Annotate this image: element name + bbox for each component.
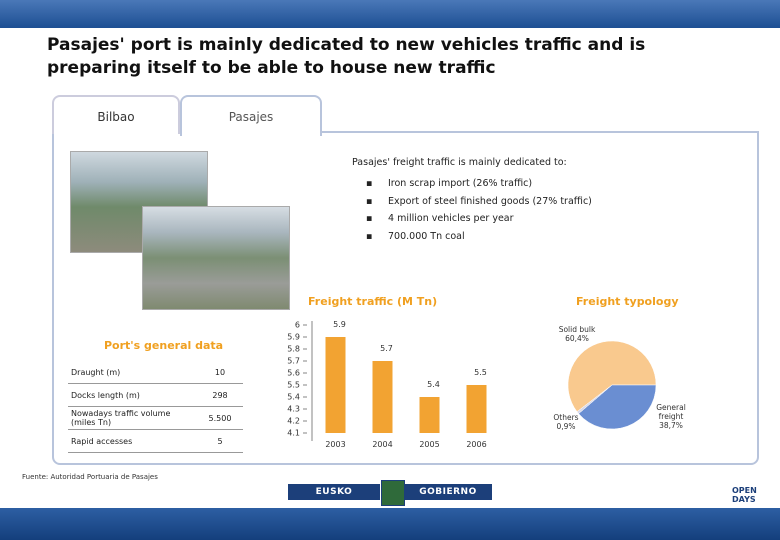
cell: 5 <box>197 429 243 453</box>
y-tick-label: 5.5 <box>287 381 300 390</box>
chart-title: Freight traffic (M Tn) <box>308 295 438 308</box>
bullet-text: 4 million vehicles per year <box>388 213 514 224</box>
bullet: 700.000 Tn coal <box>366 231 465 242</box>
x-tick-label: 2004 <box>372 440 392 449</box>
cell: Rapid accesses <box>68 429 197 453</box>
slice-name: Others <box>553 413 579 422</box>
y-tick-label: 5.9 <box>287 333 300 342</box>
y-tick-label: 5.7 <box>287 357 300 366</box>
slice-label: Others 0,9% <box>548 413 584 431</box>
y-tick-label: 5.4 <box>287 393 300 402</box>
y-tick-label: 5.6 <box>287 369 300 378</box>
y-tick-label: 5.8 <box>287 345 300 354</box>
pie-slice <box>578 384 657 430</box>
y-tick-label: 4.2 <box>287 417 300 426</box>
pie-slice <box>567 340 657 413</box>
x-tick-label: 2003 <box>325 440 345 449</box>
bar <box>325 337 346 433</box>
y-tick-label: 6 <box>295 321 300 330</box>
emblem <box>381 480 405 506</box>
bar <box>419 397 440 433</box>
slide-title: Pasajes' port is mainly dedicated to new… <box>47 35 646 78</box>
content-panel <box>52 131 759 465</box>
tab-active[interactable]: Pasajes <box>180 95 322 136</box>
y-tick-label: 4.3 <box>287 405 300 414</box>
bullet-text: Export of steel finished goods (27% traf… <box>388 196 592 207</box>
cell: Nowadays traffic volume (miles Tn) <box>68 406 197 430</box>
cell: 10 <box>197 361 243 384</box>
table-title: Port's general data <box>104 339 224 352</box>
source: Fuente: Autoridad Portuaria de Pasajes <box>22 473 158 481</box>
chart-title: Freight typology <box>576 295 679 308</box>
row: Nowadays traffic volume (miles Tn) 5.500 <box>68 406 243 430</box>
bullet-text: 700.000 Tn coal <box>388 231 465 242</box>
value-label: 5.4 <box>427 380 440 389</box>
slice-name: General freight <box>656 403 686 421</box>
bar <box>372 361 393 433</box>
pie-slice <box>576 384 613 415</box>
logo: GOBIERNO VASCO <box>404 484 492 513</box>
cell: 5.500 <box>197 406 243 430</box>
photo <box>142 206 290 310</box>
slice-value: 0,9% <box>556 422 576 431</box>
slice-label: General freight 38,7% <box>650 403 692 430</box>
cell: 298 <box>197 383 243 407</box>
open-days: OPEN DAYS <box>732 486 757 504</box>
tab[interactable]: Bilbao <box>52 95 180 134</box>
row: Rapid accesses 5 <box>68 429 243 453</box>
y-tick-label: 4.1 <box>287 429 300 438</box>
bullet: 4 million vehicles per year <box>366 213 514 224</box>
row: Docks length (m) 298 <box>68 383 243 407</box>
value-label: 5.9 <box>333 320 346 329</box>
x-tick-label: 2006 <box>466 440 486 449</box>
cell: Draught (m) <box>68 361 197 384</box>
bottom-bar <box>0 508 780 540</box>
logo: EUSKO JAURLARITZA <box>288 484 380 513</box>
slice-label: Solid bulk 60,4% <box>552 325 602 343</box>
value-label: 5.5 <box>474 368 487 377</box>
bullet: Iron scrap import (26% traffic) <box>366 178 533 189</box>
slice-name: Solid bulk <box>558 325 596 334</box>
data-table: Draught (m) 10 Docks length (m) 298 Nowada… <box>68 361 243 453</box>
cell: Docks length (m) <box>68 383 197 407</box>
slice-value: 38,7% <box>659 421 683 430</box>
row: Draught (m) 10 <box>68 361 243 384</box>
intro-text: Pasajes' freight traffic is mainly dedic… <box>352 157 567 168</box>
bullet-text: Iron scrap import (26% traffic) <box>388 178 533 189</box>
bar <box>466 385 487 433</box>
bullet: Export of steel finished goods (27% traf… <box>366 196 592 207</box>
slice-value: 60,4% <box>565 334 589 343</box>
x-tick-label: 2005 <box>419 440 439 449</box>
top-bar <box>0 0 780 28</box>
value-label: 5.7 <box>380 344 393 353</box>
